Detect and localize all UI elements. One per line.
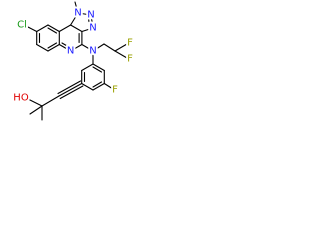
bond — [81, 43, 94, 52]
bond — [103, 43, 116, 52]
atom-label: N — [87, 10, 94, 21]
bond — [41, 95, 60, 107]
structure: Cl N N N N N HO F F F — [11, 1, 135, 121]
bond — [90, 14, 94, 29]
bond — [29, 105, 43, 115]
bond — [58, 82, 83, 97]
bond — [92, 63, 105, 72]
bond — [57, 80, 82, 95]
bond — [36, 24, 49, 33]
atom-labels: Cl N N N N N HO F F F — [11, 6, 135, 106]
bond — [92, 66, 103, 73]
atom-label: F — [127, 38, 133, 49]
bond — [77, 12, 92, 16]
atom-label: HO — [13, 93, 29, 104]
atom-label: Cl — [17, 20, 27, 31]
bond — [47, 24, 60, 33]
atom-label: N — [74, 8, 81, 19]
bond — [61, 42, 72, 49]
atom-label: N — [89, 23, 96, 34]
bond — [70, 43, 83, 52]
bond — [114, 43, 128, 52]
bond — [92, 43, 105, 52]
bond — [92, 82, 105, 91]
page: {"atoms": ["Cl", "N", "N", "N", "N", "N"… — [11, 1, 135, 121]
bond — [59, 85, 84, 100]
atom-label: F — [112, 85, 118, 96]
bond — [47, 42, 58, 49]
atom-label: N — [67, 46, 74, 57]
bond — [92, 81, 103, 88]
bond — [81, 82, 94, 91]
bond — [114, 50, 128, 59]
bond — [81, 27, 94, 33]
bond — [87, 16, 91, 28]
bond — [74, 1, 79, 14]
bond — [27, 98, 43, 107]
bond — [70, 24, 83, 33]
bond — [81, 63, 94, 72]
atom-label: F — [127, 54, 133, 65]
bond — [103, 82, 114, 90]
bond — [70, 12, 79, 26]
bond — [47, 43, 60, 52]
bond — [47, 27, 58, 34]
bond — [58, 24, 72, 33]
bond — [36, 43, 49, 52]
atom-label: N — [89, 46, 96, 57]
bond — [58, 43, 72, 52]
bond — [25, 25, 38, 33]
bonds — [25, 1, 128, 121]
